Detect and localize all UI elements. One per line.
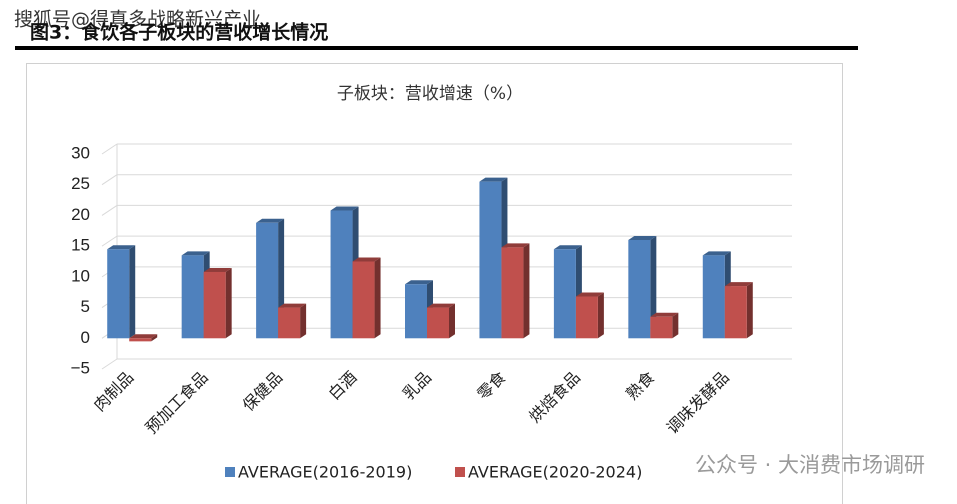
bar-side <box>650 236 657 339</box>
bar <box>256 222 279 339</box>
bar-side <box>300 303 307 339</box>
bar <box>479 181 502 339</box>
bar-top <box>181 251 210 256</box>
bar <box>278 307 301 339</box>
bar <box>575 296 598 339</box>
header-rule <box>15 46 858 50</box>
bar <box>427 307 449 339</box>
y-tick-label: 25 <box>71 174 90 193</box>
bar-top <box>724 282 753 287</box>
bar <box>352 261 375 339</box>
grid-depth <box>101 143 118 155</box>
grid-depth <box>101 358 118 370</box>
bar-top <box>352 257 381 262</box>
legend-label: AVERAGE(2016-2019) <box>238 463 412 482</box>
grid-depth <box>101 174 118 186</box>
bar <box>553 249 576 339</box>
bar <box>181 255 204 339</box>
bar-top <box>479 177 508 182</box>
bar <box>203 271 226 339</box>
y-tick-label: 10 <box>71 266 90 285</box>
figure-title: 图3：食饮各子板块的营收增长情况 <box>30 21 328 44</box>
bar <box>405 284 427 339</box>
bar-top <box>702 251 731 256</box>
bar-side <box>151 334 158 342</box>
grid-depth <box>101 235 118 247</box>
bar-top <box>501 243 530 248</box>
bar-top <box>203 267 232 272</box>
bar-side <box>374 257 381 339</box>
bar <box>330 210 353 339</box>
chart-frame <box>26 63 843 504</box>
footer-watermark: 公众号 · 大消费市场调研 <box>695 453 925 477</box>
bar-top <box>628 236 657 240</box>
x-tick-label: 预加工食品 <box>142 368 212 438</box>
bar <box>724 286 747 339</box>
bar <box>702 255 725 339</box>
legend-swatch <box>455 467 465 477</box>
legend-label: AVERAGE(2020-2024) <box>468 463 642 482</box>
bar <box>501 247 524 339</box>
bar-side <box>449 303 455 339</box>
bar-top <box>427 303 455 308</box>
bar <box>107 249 130 339</box>
x-tick-label: 肉制品 <box>90 368 137 415</box>
bar-top <box>405 280 433 285</box>
y-tick-label: 5 <box>81 297 90 316</box>
bar-side <box>523 243 530 339</box>
y-tick-label: 15 <box>71 236 90 255</box>
bar-top <box>575 292 604 297</box>
legend-swatch <box>225 467 235 477</box>
bar <box>628 240 651 339</box>
x-tick-label: 乳品 <box>399 368 435 404</box>
x-tick-label: 熟食 <box>622 368 658 404</box>
bar <box>650 316 673 339</box>
grid-depth <box>101 205 118 216</box>
x-tick-label: 零食 <box>473 368 509 404</box>
bar-top <box>553 245 582 250</box>
bar-side <box>746 282 753 339</box>
x-tick-label: 调味发酵品 <box>663 368 733 438</box>
x-tick-label: 保健品 <box>239 368 286 415</box>
bar <box>129 338 152 342</box>
x-tick-label: 白酒 <box>324 368 360 404</box>
bar-top <box>107 245 136 250</box>
bar-top <box>129 334 158 339</box>
bar-top <box>330 206 359 211</box>
y-tick-label: 30 <box>71 143 90 162</box>
bar-side <box>597 292 604 339</box>
watermark: 搜狐号@得真多战略新兴产业 <box>14 9 261 31</box>
y-tick-label: 20 <box>71 205 90 224</box>
bar-top <box>256 218 285 223</box>
bar-top <box>278 303 307 308</box>
x-tick-label: 烘焙食品 <box>525 368 584 427</box>
bar-side <box>672 312 679 339</box>
y-tick-label: −5 <box>71 358 90 377</box>
chart-title: 子板块：营收增速（%） <box>337 84 523 104</box>
y-tick-label: 0 <box>81 328 90 347</box>
bar-side <box>129 245 136 339</box>
bar-top <box>650 312 679 317</box>
bar-side <box>225 267 232 339</box>
